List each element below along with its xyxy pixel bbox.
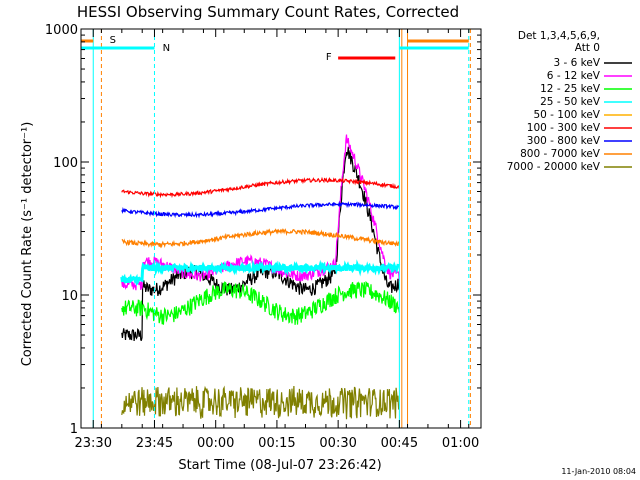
legend-entry-label: 800 - 7000 keV [520,148,601,160]
legend-entry-label: 7000 - 20000 keV [507,161,601,173]
plot-frame [80,28,482,429]
legend-header-line: Att 0 [575,42,600,54]
y-tick-label: 1000 [45,23,78,38]
legend-header-line: Det 1,3,4,5,6,9, [518,30,600,42]
y-tick-label: 100 [53,156,78,171]
x-tick-label: 01:00 [442,436,479,451]
legend-entry-label: 100 - 300 keV [527,122,601,134]
series-line-25-50-kev [120,259,401,287]
x-tick-label: 23:30 [75,436,112,451]
series-line-12-25-kev [121,280,400,325]
series-line-7000-20000-kev [121,385,400,420]
flag-label-n: N [163,43,170,54]
legend-entry-label: 300 - 800 keV [527,135,601,147]
legend-entry-label: 50 - 100 keV [533,109,600,121]
chart-title: HESSI Observing Summary Count Rates, Cor… [77,3,459,21]
plot-area: S N F [81,29,471,428]
flag-label-s: S [110,35,116,46]
legend-entry-label: 6 - 12 keV [547,70,601,82]
x-tick-label: 23:45 [136,436,173,451]
series-line-800-7000-kev [121,228,400,249]
legend-entry-label: 3 - 6 keV [553,57,600,69]
y-tick-label: 1 [70,422,78,437]
axes: 1 10 100 1000 23:30 23:45 00:00 00:15 00:30 00:45… [45,23,482,451]
y-axis-label-group: Corrected Count Rate (s⁻¹ detector⁻¹) [20,122,35,367]
x-tick-label: 00:00 [197,436,234,451]
series-line-3-6-kev [121,146,400,341]
legend-entry-label: 25 - 50 keV [540,96,601,108]
footer-timestamp: 11-Jan-2010 08:04 [561,467,636,476]
series-line-100-300-kev [121,176,400,199]
x-axis-label: Start Time (08-Jul-07 23:26:42) [178,458,381,473]
y-axis-label: Corrected Count Rate (s⁻¹ detector⁻¹) [20,122,35,367]
y-tick-label: 10 [61,289,78,304]
x-tick-label: 00:45 [381,436,418,451]
x-tick-label: 00:30 [319,436,356,451]
legend-entry-label: 12 - 25 keV [540,83,601,95]
flag-label-f: F [326,52,332,63]
x-tick-label: 00:15 [258,436,295,451]
series-line-300-800-kev [121,200,400,219]
